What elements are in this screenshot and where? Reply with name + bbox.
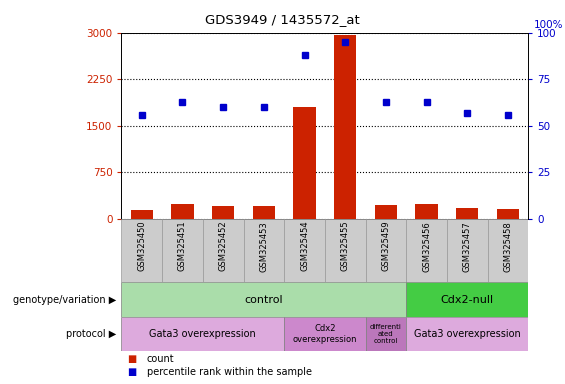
Bar <box>203 219 244 282</box>
Bar <box>212 205 234 219</box>
Bar <box>325 219 366 282</box>
Bar <box>121 317 284 351</box>
Bar <box>334 35 357 219</box>
Text: GSM325453: GSM325453 <box>259 221 268 271</box>
Bar <box>488 219 528 282</box>
Text: GSM325457: GSM325457 <box>463 221 472 271</box>
Bar <box>456 208 479 219</box>
Bar <box>284 317 366 351</box>
Text: GSM325451: GSM325451 <box>178 221 187 271</box>
Text: Cdx2
overexpression: Cdx2 overexpression <box>293 324 357 344</box>
Text: Gata3 overexpression: Gata3 overexpression <box>414 329 520 339</box>
Text: GDS3949 / 1435572_at: GDS3949 / 1435572_at <box>205 13 360 26</box>
Text: GSM325455: GSM325455 <box>341 221 350 271</box>
Text: GSM325458: GSM325458 <box>503 221 512 271</box>
Bar <box>375 205 397 219</box>
Bar <box>284 219 325 282</box>
Bar <box>366 317 406 351</box>
Text: 100%: 100% <box>534 20 563 30</box>
Bar <box>253 205 275 219</box>
Text: GSM325456: GSM325456 <box>422 221 431 271</box>
Bar <box>406 317 528 351</box>
Bar <box>406 219 447 282</box>
Text: percentile rank within the sample: percentile rank within the sample <box>147 367 312 377</box>
Bar <box>244 219 284 282</box>
Bar <box>121 282 406 317</box>
Text: GSM325459: GSM325459 <box>381 221 390 271</box>
Bar <box>447 219 488 282</box>
Bar <box>131 210 153 219</box>
Bar <box>415 204 438 219</box>
Text: count: count <box>147 354 175 364</box>
Text: Gata3 overexpression: Gata3 overexpression <box>150 329 256 339</box>
Text: control: control <box>245 295 283 305</box>
Bar <box>162 219 203 282</box>
Bar <box>366 219 406 282</box>
Text: GSM325452: GSM325452 <box>219 221 228 271</box>
Text: genotype/variation ▶: genotype/variation ▶ <box>12 295 116 305</box>
Bar <box>121 219 162 282</box>
Text: differenti
ated
control: differenti ated control <box>370 324 402 344</box>
Text: ■: ■ <box>127 354 136 364</box>
Bar <box>171 204 194 219</box>
Bar <box>293 106 316 219</box>
Text: GSM325454: GSM325454 <box>300 221 309 271</box>
Text: Cdx2-null: Cdx2-null <box>441 295 494 305</box>
Text: GSM325450: GSM325450 <box>137 221 146 271</box>
Text: ■: ■ <box>127 367 136 377</box>
Text: protocol ▶: protocol ▶ <box>66 329 116 339</box>
Bar <box>406 282 528 317</box>
Bar <box>497 209 519 219</box>
